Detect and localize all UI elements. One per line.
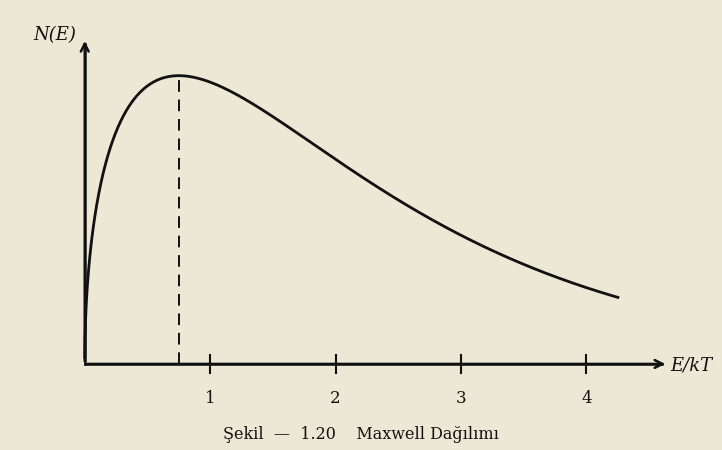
Text: 1: 1	[205, 390, 215, 407]
Text: Şekil  —  1.20    Maxwell Dağılımı: Şekil — 1.20 Maxwell Dağılımı	[223, 426, 499, 443]
Text: 3: 3	[456, 390, 466, 407]
Text: E/kT: E/kT	[671, 356, 713, 374]
Text: 2: 2	[330, 390, 341, 407]
Text: 4: 4	[581, 390, 592, 407]
Text: N(E): N(E)	[33, 26, 76, 44]
